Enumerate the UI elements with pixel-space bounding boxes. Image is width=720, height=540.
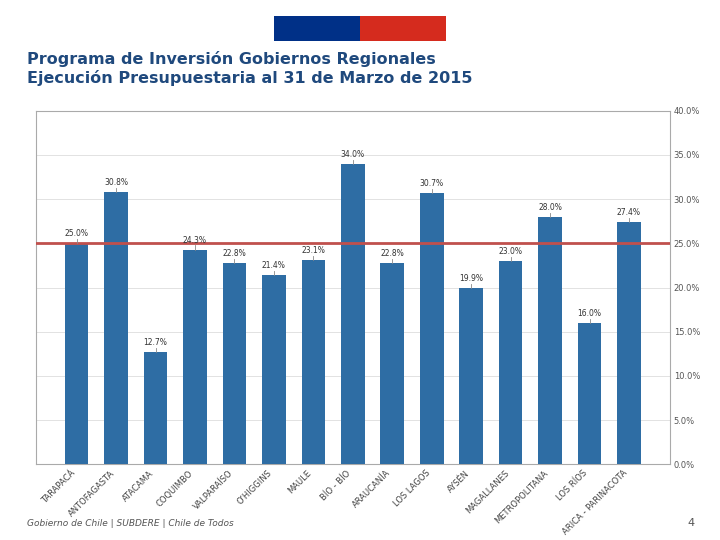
Text: 19.9%: 19.9%	[459, 274, 483, 284]
Text: 22.8%: 22.8%	[380, 249, 404, 258]
Bar	[459, 288, 483, 464]
Bar	[183, 249, 207, 464]
Bar	[104, 192, 128, 464]
Bar	[539, 217, 562, 464]
Text: 23.1%: 23.1%	[302, 246, 325, 255]
Bar	[144, 352, 167, 464]
Text: 24.3%: 24.3%	[183, 235, 207, 245]
Bar	[577, 323, 601, 464]
Text: 21.4%: 21.4%	[262, 261, 286, 270]
Bar	[65, 244, 89, 464]
Bar	[222, 263, 246, 464]
Bar	[302, 260, 325, 464]
Text: 16.0%: 16.0%	[577, 309, 601, 318]
Text: 23.0%: 23.0%	[499, 247, 523, 256]
Text: 25.0%: 25.0%	[65, 230, 89, 238]
Bar	[420, 193, 444, 464]
Text: Ejecución Presupuestaria al 31 de Marzo de 2015: Ejecución Presupuestaria al 31 de Marzo …	[27, 70, 473, 86]
Bar	[499, 261, 523, 464]
Text: 27.4%: 27.4%	[617, 208, 641, 217]
Text: 34.0%: 34.0%	[341, 150, 365, 159]
Text: 28.0%: 28.0%	[538, 203, 562, 212]
Bar	[617, 222, 641, 464]
Text: 22.8%: 22.8%	[222, 249, 246, 258]
Text: Gobierno de Chile | SUBDERE | Chile de Todos: Gobierno de Chile | SUBDERE | Chile de T…	[27, 519, 234, 528]
Text: 4: 4	[688, 518, 695, 528]
Text: 30.8%: 30.8%	[104, 178, 128, 187]
Bar	[380, 263, 404, 464]
Text: 30.7%: 30.7%	[420, 179, 444, 188]
Bar	[262, 275, 286, 464]
Text: Programa de Inversión Gobiernos Regionales: Programa de Inversión Gobiernos Regional…	[27, 51, 436, 68]
Text: 12.7%: 12.7%	[143, 338, 168, 347]
Bar	[341, 164, 364, 464]
